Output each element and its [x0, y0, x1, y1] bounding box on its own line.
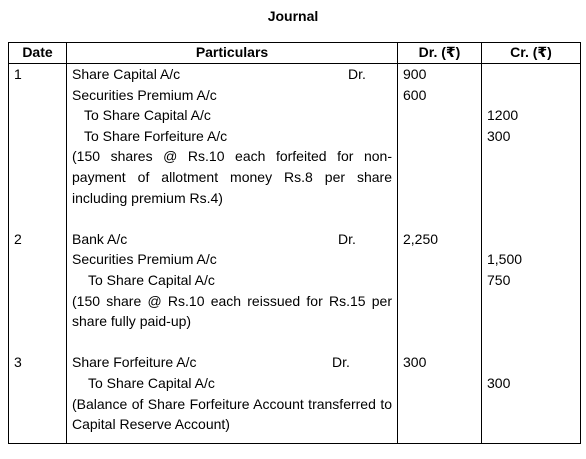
- entry-cr-amounts: 1200 300: [481, 63, 581, 229]
- cr-amount: 1,500: [487, 251, 523, 268]
- entry-dr-amounts: 300: [397, 352, 482, 444]
- narration: (150 shares @ Rs.10 each forfeited for n…: [72, 148, 392, 206]
- page-title: Journal: [267, 8, 319, 24]
- dr-amount: 600: [403, 86, 427, 103]
- debit-line: Securities Premium A/c: [72, 85, 392, 106]
- dr-amount: 300: [403, 354, 427, 371]
- credit-line: To Share Capital A/c: [72, 105, 392, 126]
- entry-date: 1: [8, 63, 67, 229]
- dr-mark: Dr.: [348, 66, 366, 82]
- dr-mark: Dr.: [332, 354, 350, 371]
- debit-account: Share Capital A/c: [72, 66, 181, 82]
- narration: (150 share @ Rs.10 each reissued for Rs.…: [72, 292, 392, 330]
- entry-cr-amounts: 300: [481, 352, 581, 444]
- header-date: Date: [8, 42, 67, 64]
- entry-dr-amounts: 2,250: [397, 228, 482, 353]
- credit-line: Securities Premium A/c: [72, 249, 392, 270]
- header-dr: Dr. (₹): [397, 42, 482, 64]
- credit-account: To Share Capital A/c: [88, 271, 215, 288]
- dr-amount: 2,250: [403, 230, 439, 247]
- cr-amount: 300: [487, 374, 511, 391]
- entry-date: 3: [8, 352, 67, 444]
- journal-table: Date Particulars Dr. (₹) Cr. (₹) 1 Share…: [8, 42, 581, 444]
- debit-account: Share Forfeiture A/c: [72, 354, 197, 371]
- narration: (Balance of Share Forfeiture Account tra…: [72, 395, 392, 433]
- entry-date: 2: [8, 228, 67, 353]
- header-particulars: Particulars: [66, 42, 398, 64]
- credit-line: To Share Forfeiture A/c: [72, 126, 392, 147]
- dr-mark: Dr.: [338, 230, 356, 247]
- header-row: Date Particulars Dr. (₹) Cr. (₹): [8, 42, 581, 64]
- entry-dr-amounts: 900 600: [397, 63, 482, 229]
- cr-amount: 1200: [487, 107, 519, 124]
- credit-account: Securities Premium A/c: [72, 251, 217, 268]
- credit-line: To Share Capital A/c: [72, 270, 392, 291]
- credit-account: To Share Forfeiture A/c: [84, 127, 228, 144]
- journal-entry-2: 2 Bank A/c Dr. Securities Premium A/c To…: [8, 228, 581, 353]
- entry-particulars: Share Forfeiture A/c Dr. To Share Capita…: [66, 352, 398, 444]
- credit-account: To Share Capital A/c: [88, 374, 215, 391]
- entry-particulars: Share Capital A/c Dr. Securities Premium…: [66, 63, 398, 229]
- credit-line: To Share Capital A/c: [72, 373, 392, 394]
- entry-particulars: Bank A/c Dr. Securities Premium A/c To S…: [66, 228, 398, 353]
- entry-cr-amounts: 1,500 750: [481, 228, 581, 353]
- credit-account: To Share Capital A/c: [84, 107, 211, 124]
- debit-line: Share Capital A/c Dr.: [72, 64, 392, 85]
- debit-account: Securities Premium A/c: [72, 86, 217, 103]
- debit-account: Bank A/c: [72, 230, 128, 247]
- debit-line: Share Forfeiture A/c Dr.: [72, 352, 392, 373]
- journal-entry-3: 3 Share Forfeiture A/c Dr. To Share Capi…: [8, 352, 581, 444]
- journal-entry-1: 1 Share Capital A/c Dr. Securities Premi…: [8, 63, 581, 229]
- header-cr: Cr. (₹): [481, 42, 581, 64]
- dr-amount: 900: [403, 66, 427, 82]
- debit-line: Bank A/c Dr.: [72, 229, 392, 250]
- cr-amount: 750: [487, 271, 511, 288]
- cr-amount: 300: [487, 127, 511, 144]
